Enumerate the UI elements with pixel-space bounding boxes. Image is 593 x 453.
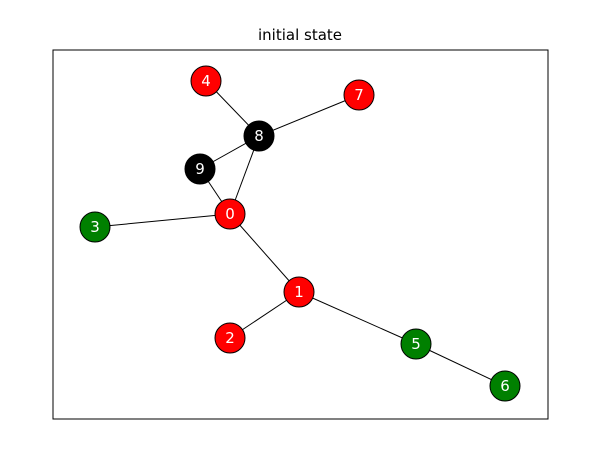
node-circle-7 — [343, 79, 375, 111]
node-4: 4 — [190, 65, 222, 97]
node-label-4: 4 — [201, 72, 211, 90]
node-label-0: 0 — [225, 205, 235, 223]
node-circle-4 — [190, 65, 222, 97]
node-8: 8 — [243, 120, 275, 152]
node-3: 3 — [79, 211, 111, 243]
node-6: 6 — [489, 370, 521, 402]
node-label-1: 1 — [294, 283, 304, 301]
edge-3-0 — [94, 213, 231, 228]
node-2: 2 — [214, 322, 246, 354]
node-5: 5 — [400, 328, 432, 360]
edges-layer — [94, 80, 506, 387]
axes-frame — [52, 49, 549, 420]
node-7: 7 — [343, 79, 375, 111]
node-1: 1 — [283, 276, 315, 308]
node-0: 0 — [214, 198, 246, 230]
edge-7-8 — [258, 94, 360, 137]
node-label-5: 5 — [411, 335, 421, 353]
node-label-6: 6 — [500, 377, 510, 395]
node-circle-8 — [243, 120, 275, 152]
node-circle-6 — [489, 370, 521, 402]
plot-title: initial state — [257, 26, 343, 44]
node-label-8: 8 — [254, 127, 264, 145]
node-circle-3 — [79, 211, 111, 243]
node-circle-1 — [283, 276, 315, 308]
node-circle-5 — [400, 328, 432, 360]
node-circle-2 — [214, 322, 246, 354]
node-label-3: 3 — [90, 218, 100, 236]
node-circle-9 — [184, 153, 216, 185]
node-label-7: 7 — [354, 86, 364, 104]
node-label-9: 9 — [195, 160, 205, 178]
node-circle-0 — [214, 198, 246, 230]
node-label-2: 2 — [225, 329, 235, 347]
edge-0-1 — [229, 213, 300, 293]
node-9: 9 — [184, 153, 216, 185]
nodes-layer: 0 1 2 3 4 5 6 7 8 9 — [79, 65, 521, 402]
edge-1-5 — [298, 291, 417, 345]
edge-5-6 — [415, 343, 506, 387]
